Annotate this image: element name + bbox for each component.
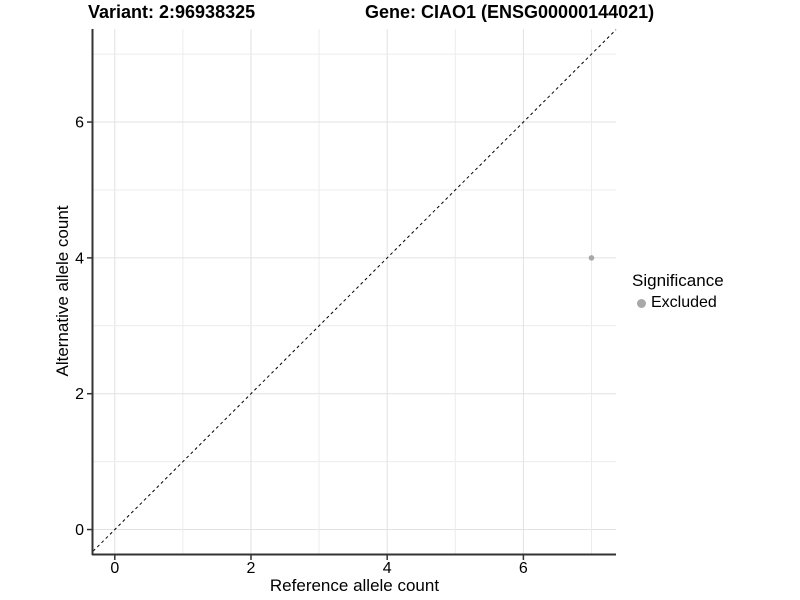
- y-tick-label: 2: [75, 386, 84, 403]
- x-tick-label: 0: [110, 560, 119, 577]
- legend-item-label: Excluded: [651, 294, 717, 311]
- plot-title-gene: Gene: CIAO1 (ENSG00000144021): [365, 2, 655, 22]
- x-tick-label: 4: [383, 560, 392, 577]
- y-tick-label: 0: [75, 522, 84, 539]
- y-tick-label: 4: [75, 250, 84, 267]
- legend-item-excluded: Excluded: [632, 294, 724, 312]
- x-tick-label: 6: [519, 560, 528, 577]
- plot-title-variant: Variant: 2:96938325: [88, 2, 256, 22]
- x-tick-label: 2: [247, 560, 256, 577]
- legend-title: Significance: [632, 271, 724, 290]
- data-point: [588, 255, 595, 261]
- y-axis-title: Alternative allele count: [53, 205, 72, 377]
- legend: Significance Excluded: [632, 271, 724, 312]
- y-tick-label: 6: [75, 115, 84, 132]
- x-axis-title: Reference allele count: [269, 576, 440, 595]
- legend-key-dot-icon: [637, 298, 646, 308]
